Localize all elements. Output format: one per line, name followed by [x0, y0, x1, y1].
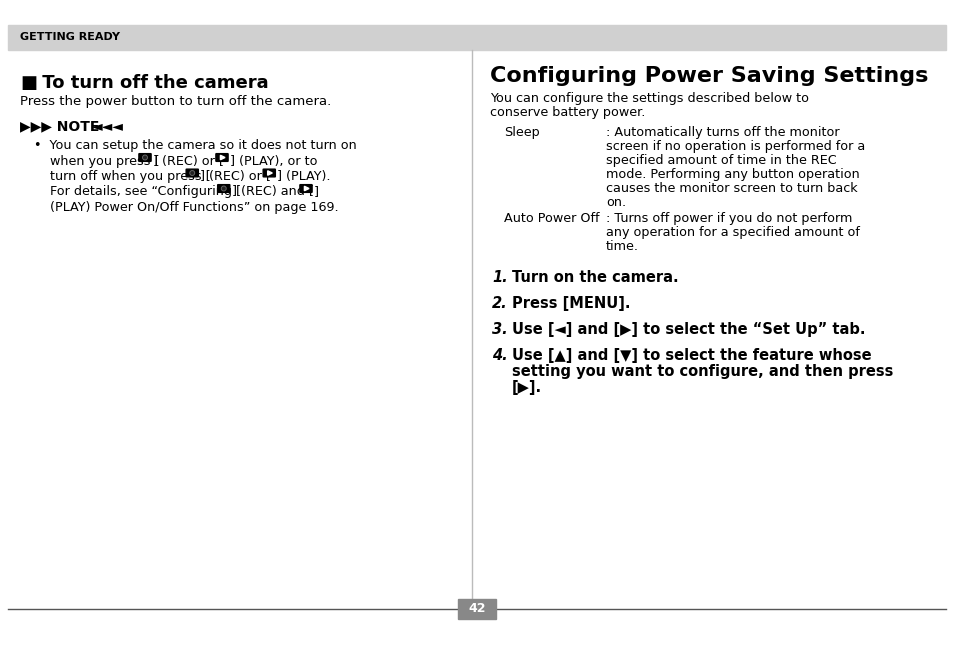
Polygon shape — [304, 186, 309, 191]
FancyBboxPatch shape — [263, 169, 275, 177]
Circle shape — [222, 187, 225, 190]
Text: ] (PLAY).: ] (PLAY). — [277, 170, 331, 183]
Text: Auto Power Off: Auto Power Off — [503, 212, 598, 225]
Text: 1.: 1. — [492, 270, 507, 285]
Text: To turn off the camera: To turn off the camera — [36, 74, 269, 92]
Text: You can configure the settings described below to: You can configure the settings described… — [490, 92, 808, 105]
Text: : Turns off power if you do not perform: : Turns off power if you do not perform — [605, 212, 851, 225]
Text: ] (REC) or [: ] (REC) or [ — [152, 154, 224, 167]
Text: on.: on. — [605, 196, 625, 209]
Text: GETTING READY: GETTING READY — [20, 32, 120, 43]
Text: Press [MENU].: Press [MENU]. — [512, 296, 630, 311]
Circle shape — [144, 156, 146, 159]
Text: causes the monitor screen to turn back: causes the monitor screen to turn back — [605, 182, 857, 195]
Text: time.: time. — [605, 240, 639, 253]
Text: ] (REC) or [: ] (REC) or [ — [200, 170, 271, 183]
Text: For details, see “Configuring [: For details, see “Configuring [ — [34, 185, 241, 198]
Text: Press the power button to turn off the camera.: Press the power button to turn off the c… — [20, 95, 331, 108]
FancyBboxPatch shape — [217, 185, 230, 193]
Text: Turn on the camera.: Turn on the camera. — [512, 270, 678, 285]
Text: : Automatically turns off the monitor: : Automatically turns off the monitor — [605, 126, 839, 139]
Polygon shape — [268, 171, 272, 175]
Text: Configuring Power Saving Settings: Configuring Power Saving Settings — [490, 66, 927, 86]
Polygon shape — [220, 155, 225, 160]
Text: Use [◄] and [▶] to select the “Set Up” tab.: Use [◄] and [▶] to select the “Set Up” t… — [512, 322, 864, 337]
Text: 4.: 4. — [492, 348, 507, 363]
Text: 3.: 3. — [492, 322, 507, 337]
Text: ▶▶▶ NOTE: ▶▶▶ NOTE — [20, 119, 104, 133]
Text: Sleep: Sleep — [503, 126, 539, 139]
Text: screen if no operation is performed for a: screen if no operation is performed for … — [605, 140, 864, 153]
Text: ◄◄◄: ◄◄◄ — [91, 119, 124, 133]
Circle shape — [191, 172, 193, 174]
Text: (PLAY) Power On/Off Functions” on page 169.: (PLAY) Power On/Off Functions” on page 1… — [34, 201, 338, 214]
Text: specified amount of time in the REC: specified amount of time in the REC — [605, 154, 836, 167]
Text: turn off when you press [: turn off when you press [ — [34, 170, 211, 183]
FancyBboxPatch shape — [139, 154, 151, 162]
Text: ]: ] — [314, 185, 318, 198]
Text: mode. Performing any button operation: mode. Performing any button operation — [605, 168, 859, 181]
FancyBboxPatch shape — [186, 169, 198, 177]
Text: Use [▲] and [▼] to select the feature whose: Use [▲] and [▼] to select the feature wh… — [512, 348, 871, 363]
Text: when you press [: when you press [ — [34, 154, 159, 167]
Text: setting you want to configure, and then press: setting you want to configure, and then … — [512, 364, 892, 379]
FancyBboxPatch shape — [299, 185, 312, 193]
Text: [▶].: [▶]. — [512, 380, 541, 395]
Text: ■: ■ — [20, 74, 37, 92]
Bar — [8, 25, 945, 50]
Text: 2.: 2. — [492, 296, 507, 311]
Circle shape — [221, 186, 226, 191]
Circle shape — [190, 171, 194, 175]
Circle shape — [143, 155, 147, 160]
Bar — [457, 599, 496, 619]
Text: conserve battery power.: conserve battery power. — [490, 106, 644, 119]
Text: any operation for a specified amount of: any operation for a specified amount of — [605, 226, 859, 239]
Text: ] (PLAY), or to: ] (PLAY), or to — [230, 154, 317, 167]
FancyBboxPatch shape — [215, 154, 228, 162]
Text: •  You can setup the camera so it does not turn on: • You can setup the camera so it does no… — [34, 139, 356, 152]
Text: ] (REC) and [: ] (REC) and [ — [232, 185, 314, 198]
Text: 42: 42 — [468, 603, 485, 616]
